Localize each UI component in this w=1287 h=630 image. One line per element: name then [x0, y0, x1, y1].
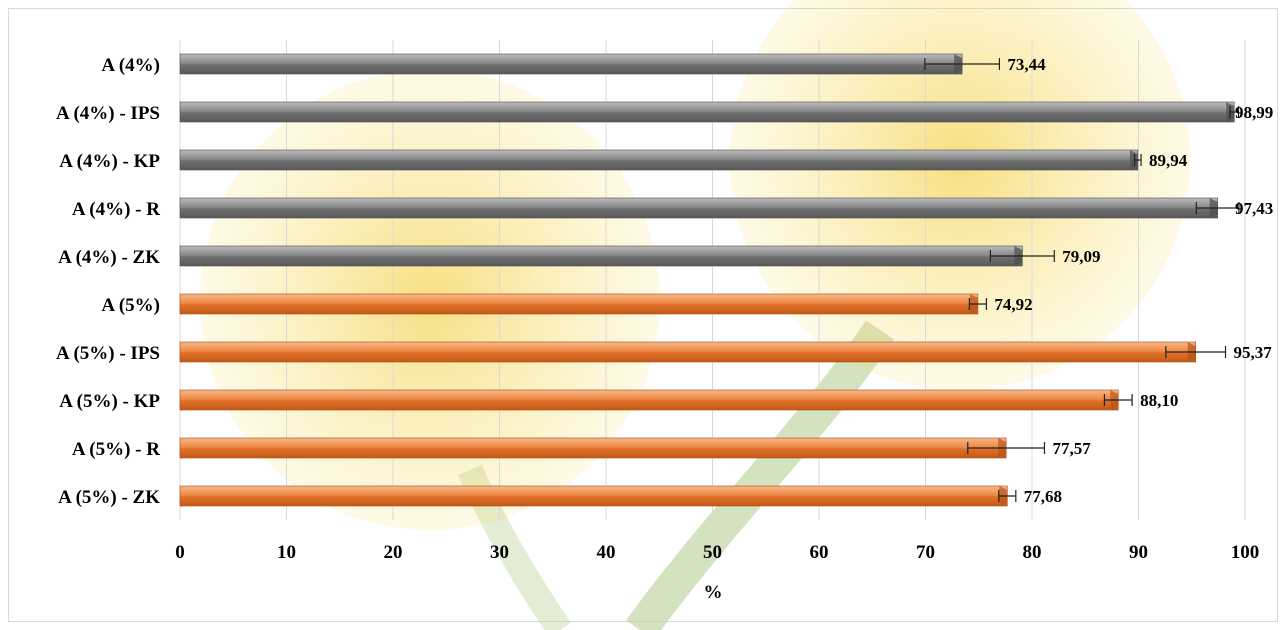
- x-tick-label: 100: [1231, 542, 1260, 563]
- x-tick-label: 40: [597, 542, 616, 563]
- bar: [179, 341, 1196, 363]
- x-tick-label: 20: [384, 542, 403, 563]
- data-label: 88,10: [1140, 391, 1178, 410]
- x-tick-label: 50: [703, 542, 722, 563]
- category-label: A (4%): [101, 55, 160, 76]
- category-label: A (5%) - KP: [59, 391, 160, 412]
- data-label: 77,68: [1024, 487, 1062, 506]
- category-labels: A (4%) A (4%) - IPS A (4%) - KP A (4%) - R A…: [56, 55, 160, 508]
- data-label: 98,99: [1235, 103, 1273, 122]
- category-label: A (5%) - ZK: [58, 487, 160, 508]
- category-label: A (5%) - IPS: [56, 343, 160, 364]
- bar: [179, 197, 1218, 219]
- data-label: 73,44: [1007, 55, 1046, 74]
- bar: [179, 101, 1235, 123]
- x-tick-labels: 0 10 20 30 40 50 60 70 80 90 100: [175, 542, 1259, 563]
- category-label: A (5%): [101, 295, 160, 316]
- data-label: 79,09: [1062, 247, 1100, 266]
- bar: [179, 149, 1139, 171]
- bar-bevel: [1129, 150, 1138, 170]
- x-tick-label: 30: [490, 542, 509, 563]
- data-label: 89,94: [1149, 151, 1188, 170]
- x-tick-label: 0: [175, 542, 185, 563]
- flower-stem: [626, 320, 895, 630]
- bar: [179, 293, 979, 315]
- bar: [179, 245, 1023, 267]
- x-tick-label: 60: [810, 542, 829, 563]
- category-label: A (4%) - IPS: [56, 103, 160, 124]
- bar: [179, 485, 1008, 507]
- flower-head-right: [730, 0, 1190, 390]
- category-label: A (5%) - R: [72, 439, 160, 460]
- bar: [179, 437, 1007, 459]
- data-label: 77,57: [1052, 439, 1091, 458]
- data-label: 97,43: [1235, 199, 1273, 218]
- category-label: A (4%) - ZK: [58, 247, 160, 268]
- x-tick-label: 70: [916, 542, 935, 563]
- x-tick-label: 80: [1023, 542, 1042, 563]
- data-labels: 73,44 98,99 89,94 97,43 79,09 74,92 95,37 88,10…: [994, 55, 1273, 506]
- error-bars: [924, 58, 1240, 502]
- category-label: A (4%) - R: [72, 199, 160, 220]
- category-label: A (4%) - KP: [59, 151, 160, 172]
- data-label: 74,92: [994, 295, 1032, 314]
- bar: [179, 389, 1119, 411]
- data-label: 95,37: [1234, 343, 1273, 362]
- bar: [179, 53, 963, 75]
- x-axis-title: %: [704, 582, 723, 603]
- x-tick-label: 10: [277, 542, 296, 563]
- x-tick-label: 90: [1129, 542, 1148, 563]
- dandelion-background: [200, 0, 1190, 630]
